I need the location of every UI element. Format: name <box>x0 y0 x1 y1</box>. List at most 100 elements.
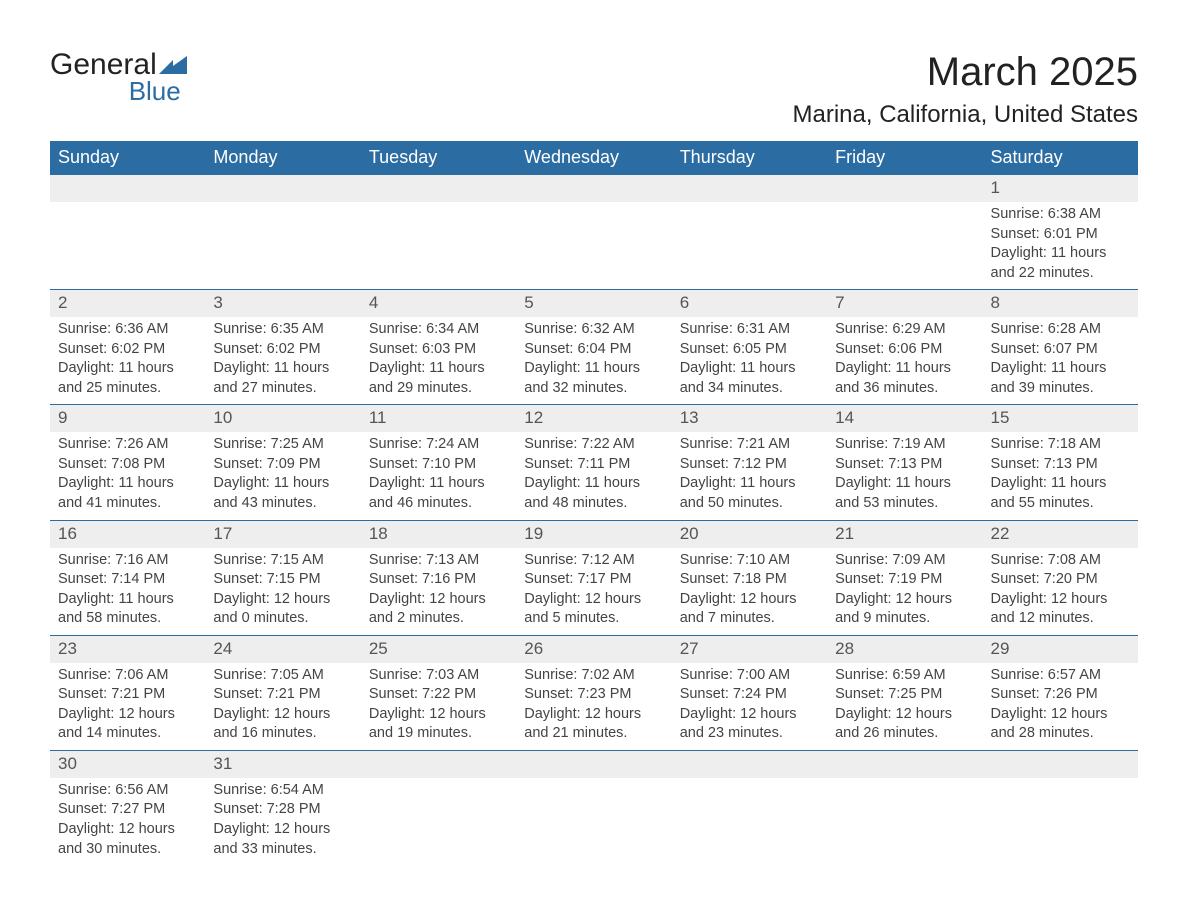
day-number-cell: 31 <box>205 750 360 777</box>
day-number-cell: 22 <box>983 520 1138 547</box>
day-content-cell: Sunrise: 6:31 AMSunset: 6:05 PMDaylight:… <box>672 317 827 405</box>
day-content-cell <box>516 202 671 290</box>
weekday-header: Tuesday <box>361 141 516 175</box>
sunset-text: Sunset: 6:02 PM <box>213 340 352 360</box>
day-content-cell: Sunrise: 7:22 AMSunset: 7:11 PMDaylight:… <box>516 432 671 520</box>
day-content-cell: Sunrise: 7:13 AMSunset: 7:16 PMDaylight:… <box>361 548 516 636</box>
day-content-cell: Sunrise: 7:09 AMSunset: 7:19 PMDaylight:… <box>827 548 982 636</box>
day-number-cell: 13 <box>672 405 827 432</box>
daylight-text: Daylight: 12 hours and 23 minutes. <box>680 705 819 744</box>
daylight-text: Daylight: 11 hours and 32 minutes. <box>524 359 663 398</box>
day-content-cell <box>361 202 516 290</box>
daylight-text: Daylight: 12 hours and 26 minutes. <box>835 705 974 744</box>
week-content-row: Sunrise: 6:38 AMSunset: 6:01 PMDaylight:… <box>50 202 1138 290</box>
day-number-cell: 8 <box>983 290 1138 317</box>
sunrise-text: Sunrise: 7:13 AM <box>369 551 508 571</box>
sunset-text: Sunset: 7:21 PM <box>213 685 352 705</box>
daylight-text: Daylight: 12 hours and 16 minutes. <box>213 705 352 744</box>
day-number-cell: 6 <box>672 290 827 317</box>
sunrise-text: Sunrise: 6:34 AM <box>369 320 508 340</box>
sunset-text: Sunset: 7:11 PM <box>524 455 663 475</box>
day-number-cell: 12 <box>516 405 671 432</box>
day-number-cell: 3 <box>205 290 360 317</box>
sunset-text: Sunset: 6:01 PM <box>991 225 1130 245</box>
day-content-cell <box>983 778 1138 865</box>
day-number-cell: 30 <box>50 750 205 777</box>
day-number-cell <box>672 750 827 777</box>
daylight-text: Daylight: 11 hours and 41 minutes. <box>58 474 197 513</box>
day-content-cell: Sunrise: 7:10 AMSunset: 7:18 PMDaylight:… <box>672 548 827 636</box>
weekday-header: Friday <box>827 141 982 175</box>
sunrise-text: Sunrise: 6:38 AM <box>991 205 1130 225</box>
sunrise-text: Sunrise: 7:12 AM <box>524 551 663 571</box>
day-number-cell: 16 <box>50 520 205 547</box>
day-number-cell <box>50 175 205 202</box>
sunrise-text: Sunrise: 7:02 AM <box>524 666 663 686</box>
sunset-text: Sunset: 7:09 PM <box>213 455 352 475</box>
weekday-header: Monday <box>205 141 360 175</box>
sunrise-text: Sunrise: 6:54 AM <box>213 781 352 801</box>
sunrise-text: Sunrise: 7:19 AM <box>835 435 974 455</box>
day-number-cell <box>983 750 1138 777</box>
daylight-text: Daylight: 12 hours and 7 minutes. <box>680 590 819 629</box>
day-number-cell: 7 <box>827 290 982 317</box>
sunset-text: Sunset: 7:27 PM <box>58 800 197 820</box>
day-content-cell <box>361 778 516 865</box>
day-content-cell: Sunrise: 7:08 AMSunset: 7:20 PMDaylight:… <box>983 548 1138 636</box>
day-number-cell <box>672 175 827 202</box>
day-content-cell: Sunrise: 7:26 AMSunset: 7:08 PMDaylight:… <box>50 432 205 520</box>
daylight-text: Daylight: 11 hours and 43 minutes. <box>213 474 352 513</box>
day-content-cell <box>205 202 360 290</box>
sunset-text: Sunset: 6:03 PM <box>369 340 508 360</box>
daylight-text: Daylight: 11 hours and 27 minutes. <box>213 359 352 398</box>
daylight-text: Daylight: 12 hours and 21 minutes. <box>524 705 663 744</box>
sunrise-text: Sunrise: 6:36 AM <box>58 320 197 340</box>
weekday-header-row: SundayMondayTuesdayWednesdayThursdayFrid… <box>50 141 1138 175</box>
day-number-cell: 5 <box>516 290 671 317</box>
sunrise-text: Sunrise: 6:57 AM <box>991 666 1130 686</box>
sunset-text: Sunset: 7:21 PM <box>58 685 197 705</box>
sunset-text: Sunset: 7:14 PM <box>58 570 197 590</box>
day-number-cell: 10 <box>205 405 360 432</box>
daylight-text: Daylight: 12 hours and 0 minutes. <box>213 590 352 629</box>
daylight-text: Daylight: 12 hours and 12 minutes. <box>991 590 1130 629</box>
day-content-cell: Sunrise: 6:36 AMSunset: 6:02 PMDaylight:… <box>50 317 205 405</box>
day-content-cell: Sunrise: 6:35 AMSunset: 6:02 PMDaylight:… <box>205 317 360 405</box>
week-content-row: Sunrise: 7:16 AMSunset: 7:14 PM Daylight:… <box>50 548 1138 636</box>
daylight-text: Daylight: 12 hours and 28 minutes. <box>991 705 1130 744</box>
day-number-cell <box>827 175 982 202</box>
daylight-text: Daylight: 12 hours and 30 minutes. <box>58 820 197 859</box>
daylight-text: Daylight: 12 hours and 2 minutes. <box>369 590 508 629</box>
day-content-cell: Sunrise: 6:29 AMSunset: 6:06 PMDaylight:… <box>827 317 982 405</box>
sunrise-text: Sunrise: 6:29 AM <box>835 320 974 340</box>
daylight-text: Daylight: 11 hours and 55 minutes. <box>991 474 1130 513</box>
sunset-text: Sunset: 6:07 PM <box>991 340 1130 360</box>
logo-text-bottom: Blue <box>50 78 187 104</box>
day-content-cell: Sunrise: 7:19 AMSunset: 7:13 PMDaylight:… <box>827 432 982 520</box>
sunrise-text: Sunrise: 7:03 AM <box>369 666 508 686</box>
day-number-cell: 20 <box>672 520 827 547</box>
day-content-cell: Sunrise: 7:05 AMSunset: 7:21 PMDaylight:… <box>205 663 360 751</box>
sunrise-text: Sunrise: 7:00 AM <box>680 666 819 686</box>
day-number-cell: 14 <box>827 405 982 432</box>
week-content-row: Sunrise: 6:56 AMSunset: 7:27 PMDaylight:… <box>50 778 1138 865</box>
day-number-cell: 21 <box>827 520 982 547</box>
day-number-cell: 19 <box>516 520 671 547</box>
day-number-cell: 18 <box>361 520 516 547</box>
sunrise-text: Sunrise: 6:28 AM <box>991 320 1130 340</box>
sunset-text: Sunset: 6:05 PM <box>680 340 819 360</box>
day-content-cell: Sunrise: 6:28 AMSunset: 6:07 PMDaylight:… <box>983 317 1138 405</box>
logo-flag-icon <box>159 50 187 68</box>
sunrise-text: Sunrise: 6:31 AM <box>680 320 819 340</box>
daylight-text: Daylight: 12 hours and 33 minutes. <box>213 820 352 859</box>
day-content-cell: Sunrise: 6:34 AMSunset: 6:03 PMDaylight:… <box>361 317 516 405</box>
calendar-table: SundayMondayTuesdayWednesdayThursdayFrid… <box>50 141 1138 865</box>
day-content-cell: Sunrise: 6:32 AMSunset: 6:04 PMDaylight:… <box>516 317 671 405</box>
weekday-header: Saturday <box>983 141 1138 175</box>
day-content-cell: Sunrise: 6:57 AMSunset: 7:26 PMDaylight:… <box>983 663 1138 751</box>
day-content-cell <box>516 778 671 865</box>
sunrise-text: Sunrise: 6:59 AM <box>835 666 974 686</box>
sunset-text: Sunset: 6:04 PM <box>524 340 663 360</box>
day-number-cell: 1 <box>983 175 1138 202</box>
sunrise-text: Sunrise: 7:16 AM <box>58 551 197 571</box>
